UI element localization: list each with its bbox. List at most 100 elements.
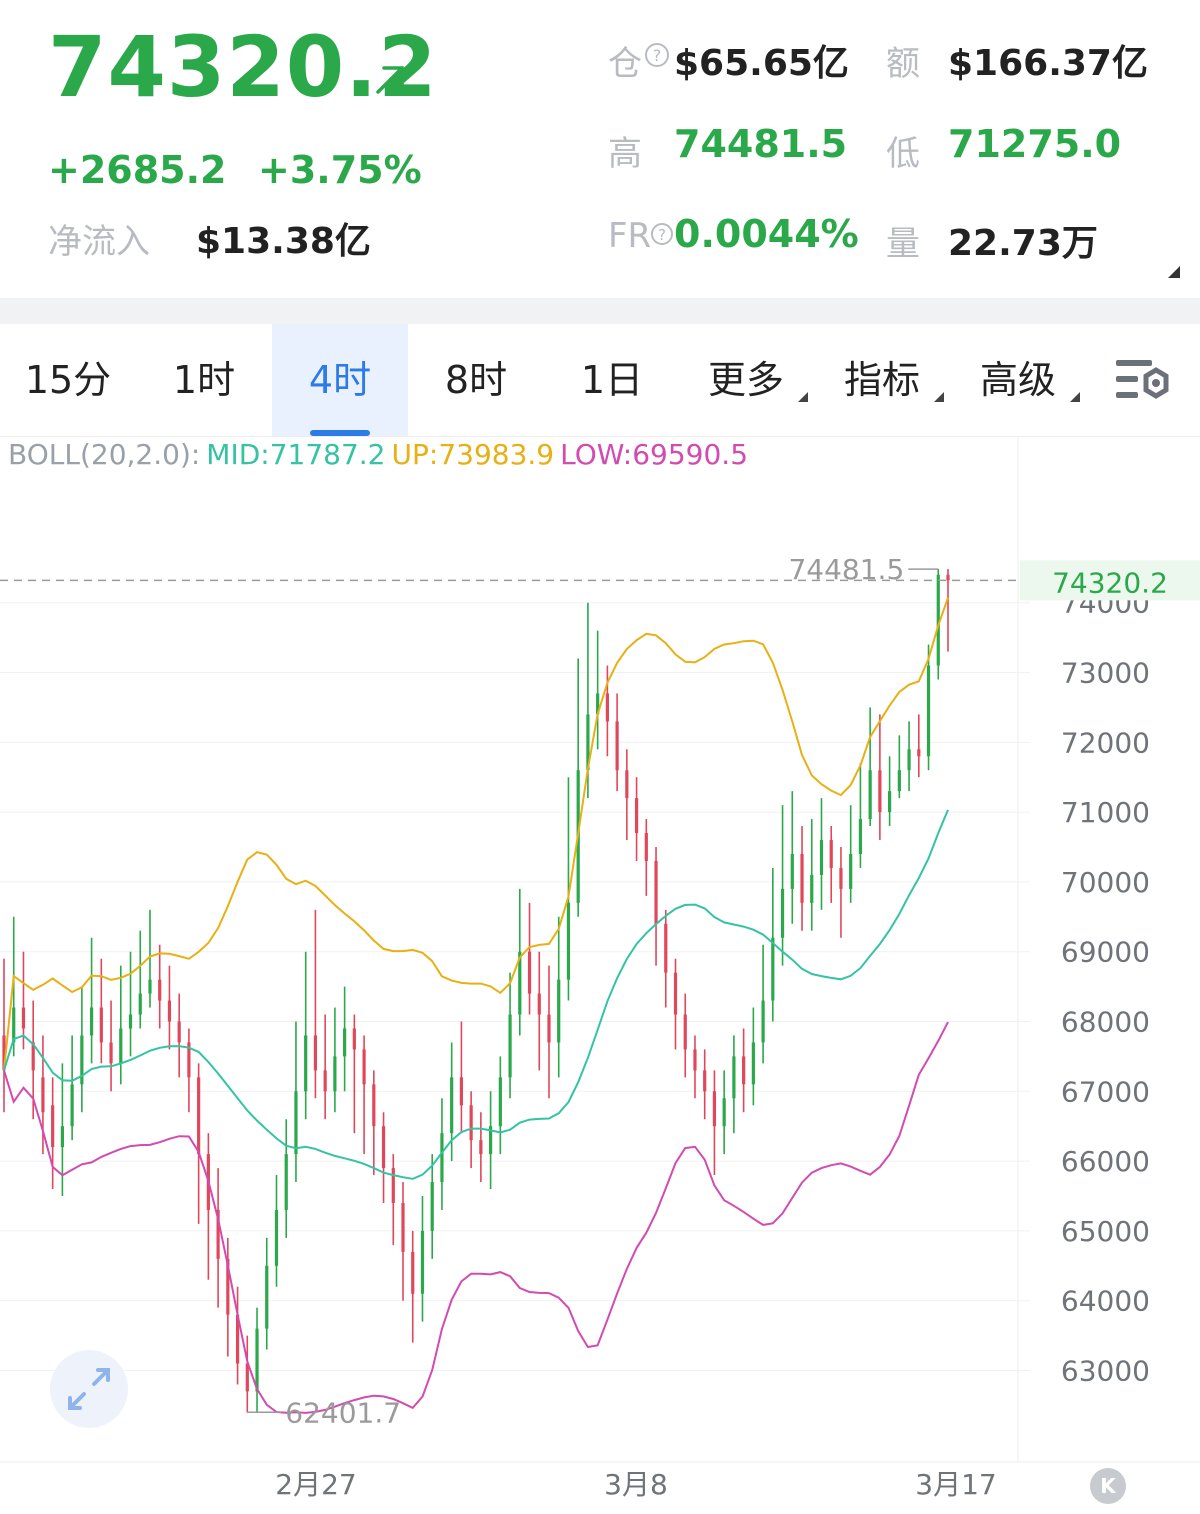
candle-body — [128, 1014, 133, 1029]
low-value: 71275.0 — [948, 122, 1122, 166]
k-icon[interactable]: K — [1090, 1468, 1126, 1504]
candle-body — [605, 693, 609, 722]
candle-body — [761, 1000, 765, 1043]
y-tick-label: 73000 — [1061, 657, 1150, 690]
boll-up: UP:73983.9 — [391, 438, 555, 471]
candle-body — [488, 1126, 493, 1155]
tab-15m[interactable]: 15分 — [24, 358, 112, 402]
dropdown-icon — [1070, 392, 1080, 402]
candle-body — [60, 1126, 64, 1148]
current-price-label: 74320.2 — [1052, 566, 1168, 599]
max-price-label: 74481.5 — [788, 553, 904, 586]
candle-body — [654, 860, 658, 924]
candle-body — [800, 853, 804, 903]
candle-body — [420, 1230, 425, 1294]
candle-body — [849, 853, 853, 889]
candle-body — [313, 1035, 318, 1071]
candle-body — [21, 1007, 26, 1029]
candle-body — [518, 951, 522, 1015]
candle-body — [284, 1154, 288, 1210]
price-change: +2685.2 — [48, 148, 227, 192]
candle-body — [917, 749, 921, 757]
candle-body — [245, 1363, 249, 1392]
candle-body — [216, 1209, 220, 1259]
candle-body — [537, 993, 541, 1015]
tab-1h[interactable]: 1时 — [172, 358, 236, 402]
candle-body — [625, 770, 629, 799]
amount-label: 额 — [886, 44, 920, 84]
timeframe-tabs: 15分 1时 4时 8时 1日 更多 指标 高级 — [0, 324, 1200, 437]
candle-body — [459, 1077, 464, 1106]
candle-body — [148, 979, 152, 994]
candle-body — [109, 1042, 113, 1064]
volume-value: 22.73万 — [948, 223, 1098, 264]
x-tick-label: 3月17 — [915, 1468, 996, 1501]
candle-body — [469, 1105, 473, 1141]
candle-body — [878, 770, 882, 813]
candle-body — [819, 840, 824, 875]
tab-8h[interactable]: 8时 — [444, 358, 508, 402]
candle-body — [440, 1133, 444, 1183]
min-price-label: 62401.7 — [285, 1396, 401, 1429]
candle-body — [683, 1014, 687, 1050]
y-tick-label: 64000 — [1061, 1285, 1150, 1318]
candle-body — [780, 888, 785, 938]
candle-body — [265, 1265, 269, 1329]
candle-body — [304, 1035, 308, 1092]
candle-body — [99, 1007, 103, 1043]
candle-body — [926, 665, 931, 757]
boll-mid-line — [3, 809, 949, 1180]
boll-low: LOW:69590.5 — [560, 438, 749, 471]
candle-body — [70, 1084, 74, 1127]
expand-icon — [68, 1368, 110, 1410]
price-change-percent: +3.75% — [258, 148, 422, 192]
candle-body — [333, 1056, 337, 1092]
candle-body — [868, 770, 872, 820]
active-tab-indicator — [310, 430, 370, 436]
tab-advanced[interactable]: 高级 — [952, 324, 1084, 436]
chart-settings-icon[interactable] — [1114, 356, 1172, 406]
candle-body — [352, 1028, 356, 1050]
candle-body — [479, 1140, 483, 1155]
tab-more[interactable]: 更多 — [680, 324, 812, 436]
fullscreen-button[interactable] — [50, 1350, 128, 1428]
expand-corner-icon[interactable] — [1168, 266, 1180, 278]
candle-body — [790, 853, 794, 889]
candle-body — [615, 721, 619, 771]
candle-body — [51, 1105, 55, 1148]
candle-body — [158, 979, 162, 1001]
candle-body — [80, 1035, 84, 1085]
y-tick-label: 67000 — [1061, 1075, 1150, 1108]
open-interest-value: $65.65亿 — [674, 43, 849, 84]
candle-body — [751, 1042, 755, 1085]
boll-name: BOLL(20,2.0): — [8, 438, 201, 471]
net-inflow-value: $13.38亿 — [196, 221, 371, 262]
y-tick-label: 66000 — [1061, 1145, 1150, 1178]
low-label: 低 — [886, 134, 920, 174]
open-interest-label: 仓 — [608, 44, 642, 84]
info-icon[interactable]: ? — [644, 42, 670, 68]
candle-body — [138, 993, 142, 1015]
candle-body — [888, 791, 892, 813]
tab-indicators[interactable]: 指标 — [816, 324, 948, 436]
y-tick-label: 71000 — [1061, 796, 1150, 829]
tab-1d[interactable]: 1日 — [580, 358, 644, 402]
candle-body — [391, 1168, 395, 1203]
info-icon[interactable]: ? — [650, 222, 674, 246]
candle-body — [712, 1091, 717, 1127]
candle-body — [41, 1077, 45, 1113]
dropdown-icon — [934, 392, 944, 402]
candle-body — [323, 1070, 327, 1092]
candle-body — [829, 840, 833, 868]
y-tick-label: 63000 — [1061, 1355, 1150, 1388]
high-label: 高 — [608, 134, 642, 174]
candle-body — [839, 867, 843, 889]
candle-body — [381, 1126, 386, 1169]
boll-up-line — [3, 597, 949, 1071]
kline-chart[interactable]: 7400073000720007100070000690006800067000… — [0, 436, 1200, 1514]
svg-text:?: ? — [653, 46, 662, 65]
candle-body — [634, 798, 639, 834]
candle-body — [810, 874, 814, 903]
tab-4h[interactable]: 4时 — [272, 324, 408, 436]
candle-body — [12, 1007, 16, 1043]
